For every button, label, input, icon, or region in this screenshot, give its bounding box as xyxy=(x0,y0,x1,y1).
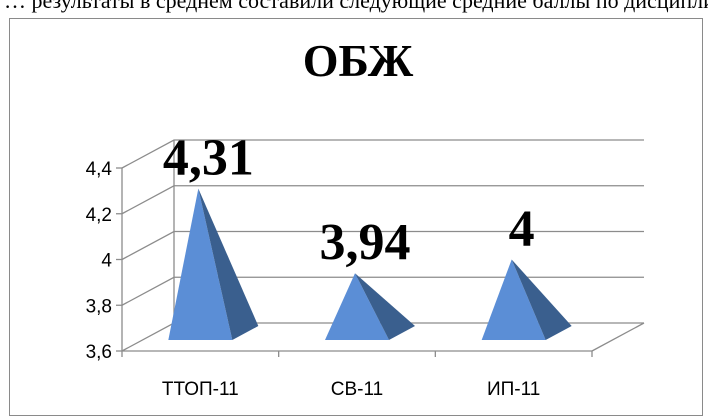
bar-pyramid-side xyxy=(511,259,572,340)
chart-title: ОБЖ xyxy=(303,35,414,86)
x-category-label: ИП-11 xyxy=(487,379,540,400)
y-tick-label: 3,6 xyxy=(86,342,112,363)
x-category-label: СВ-11 xyxy=(331,379,383,400)
label-layer: 4,31 3,94 4 xyxy=(163,130,535,272)
axis-layer: 3,6 3,8 4 4,2 4,4 ТТОП-11 СВ-11 ИП-11 xyxy=(86,140,645,400)
y-tick-label: 4 xyxy=(101,251,112,272)
data-label: 4,31 xyxy=(163,130,254,187)
bar-pyramid-side xyxy=(198,188,259,340)
bar-pyramid-front xyxy=(481,259,546,340)
y-tick-label: 4,2 xyxy=(86,205,112,226)
data-label: 3,94 xyxy=(320,214,411,271)
bar-pyramid-front xyxy=(168,188,233,340)
bar-pyramid-front xyxy=(325,273,389,340)
bar-layer xyxy=(168,188,572,340)
document-text-fragment: … результаты в среднем составили следующ… xyxy=(0,0,708,16)
y-tick-label: 4,4 xyxy=(86,159,113,180)
document-text: … результаты в среднем составили следующ… xyxy=(4,0,708,13)
floor-right-edge xyxy=(591,322,645,352)
data-label: 4 xyxy=(509,201,535,258)
x-category-label: ТТОП-11 xyxy=(162,379,239,400)
bar-pyramid-side xyxy=(355,273,415,340)
y-tick-label: 3,8 xyxy=(86,296,112,317)
